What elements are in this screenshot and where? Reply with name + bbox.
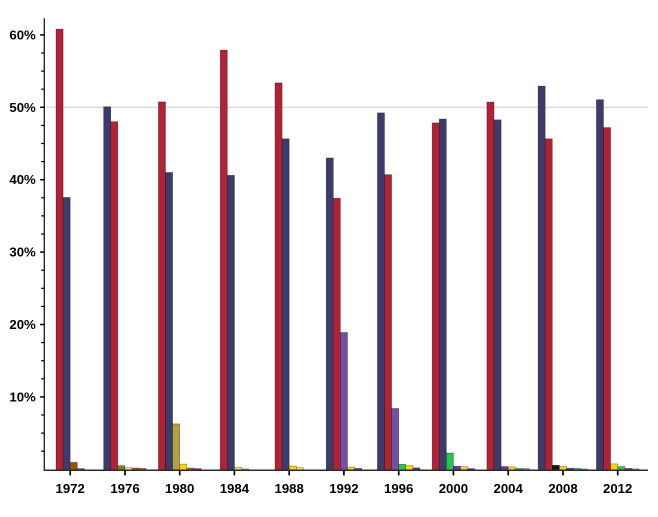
svg-text:2000: 2000	[439, 481, 468, 496]
svg-text:2012: 2012	[603, 481, 632, 496]
svg-text:60%: 60%	[9, 27, 36, 42]
svg-text:2008: 2008	[548, 481, 577, 496]
svg-text:1992: 1992	[329, 481, 358, 496]
svg-text:40%: 40%	[9, 172, 36, 187]
svg-text:1976: 1976	[110, 481, 139, 496]
svg-text:2004: 2004	[494, 481, 524, 496]
svg-text:1980: 1980	[165, 481, 194, 496]
svg-text:1984: 1984	[220, 481, 250, 496]
svg-text:1972: 1972	[56, 481, 85, 496]
svg-text:20%: 20%	[9, 317, 36, 332]
svg-text:1988: 1988	[275, 481, 304, 496]
svg-text:50%: 50%	[9, 100, 36, 115]
svg-text:10%: 10%	[9, 389, 36, 404]
svg-text:30%: 30%	[9, 245, 36, 260]
svg-text:1996: 1996	[384, 481, 413, 496]
